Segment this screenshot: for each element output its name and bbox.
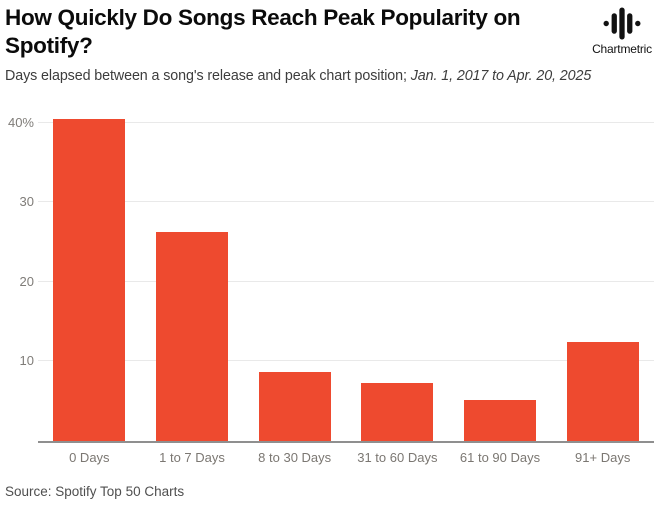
gridline-40 — [38, 121, 654, 123]
gridline-20 — [38, 280, 654, 282]
bar-slot — [243, 103, 346, 441]
bar-slot — [551, 103, 654, 441]
bar-0-days — [53, 118, 126, 441]
subtitle-text: Days elapsed between a song's release an… — [5, 67, 411, 84]
bar-slot — [449, 103, 552, 441]
gridline-10 — [38, 360, 654, 362]
x-axis-label-1-to-7-days: 1 to 7 Days — [159, 449, 225, 465]
x-axis-label-8-to-30-days: 8 to 30 Days — [258, 449, 332, 465]
x-axis-label-61-to-90-days: 61 to 90 Days — [459, 449, 541, 465]
bar-1-to-7-days — [156, 232, 228, 441]
plot-area: 10 20 30 40% — [8, 103, 654, 443]
y-tick-label-10: 10 — [19, 353, 34, 369]
bar-slot — [346, 103, 449, 441]
source-note: Source: Spotify Top 50 Charts — [5, 484, 185, 499]
x-axis-label-31-to-60-days: 31 to 60 Days — [357, 449, 438, 465]
x-axis-labels: 0 Days 1 to 7 Days 8 to 30 Days 31 to 60 Da… — [38, 443, 654, 465]
chart-header: How Quickly Do Songs Reach Peak Populari… — [5, 4, 655, 84]
bar-8-to-30-days — [258, 372, 331, 441]
x-axis-label-0-days: 0 Days — [69, 449, 110, 465]
bar-31-to-60-days — [361, 382, 434, 441]
gridline-30 — [38, 201, 654, 203]
bar-slot — [38, 103, 141, 441]
soundwave-icon — [603, 7, 641, 40]
chart-subtitle: Days elapsed between a song's release an… — [5, 68, 655, 84]
bar-slot — [141, 103, 244, 441]
bar-61-to-90-days — [464, 400, 536, 441]
logo-wordmark: Chartmetric — [592, 42, 652, 56]
bar-chart: 10 20 30 40% 0 Days 1 to 7 Days 8 to 30 Days 3… — [5, 103, 655, 465]
y-tick-label-20: 20 — [19, 273, 34, 289]
y-tick-label-40: 40% — [7, 114, 34, 130]
bars-container — [38, 103, 654, 441]
subtitle-date-range: Jan. 1, 2017 to Apr. 20, 2025 — [410, 67, 592, 84]
chartmetric-logo: Chartmetric — [591, 7, 653, 56]
y-tick-label-30: 30 — [19, 194, 34, 210]
bar-91-days — [566, 342, 639, 441]
x-axis-label-91-days: 91+ Days — [575, 449, 631, 465]
page-title: How Quickly Do Songs Reach Peak Populari… — [5, 5, 521, 59]
